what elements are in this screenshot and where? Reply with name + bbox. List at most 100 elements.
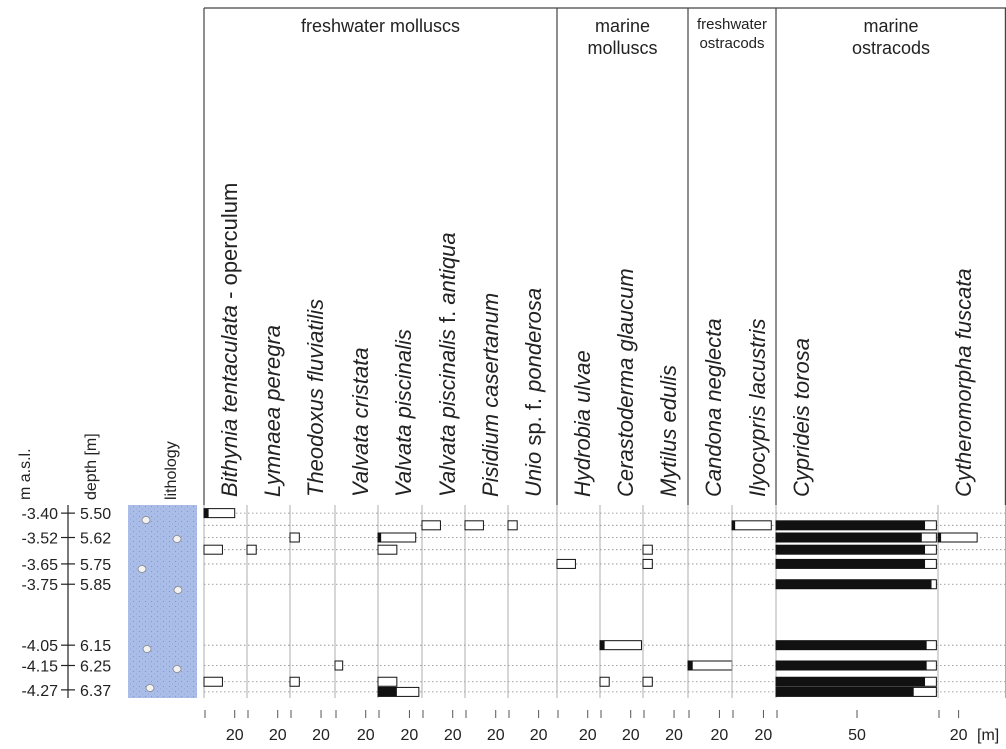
taxon-label-part: Valvata piscinalis	[435, 329, 460, 497]
taxon-label-part: ponderosa	[521, 288, 546, 393]
bar-filled	[776, 559, 925, 568]
bar-total	[688, 661, 732, 670]
x-tick-label: 20	[950, 727, 968, 744]
taxon-label-part: Candona neglecta	[701, 318, 726, 497]
bar-filled	[938, 533, 941, 542]
taxon-label: Cyprideis torosa	[789, 338, 814, 497]
x-tick-label: 50	[848, 727, 866, 744]
x-tick-label: 20	[755, 727, 773, 744]
taxon-label-part: Mytilus edulis	[656, 365, 681, 497]
x-tick-label: 20	[226, 727, 244, 744]
bar-total	[600, 677, 609, 686]
masl-tick-label: -4.27	[22, 683, 59, 700]
taxon-label: Cytheromorpha fuscata	[951, 268, 976, 497]
taxon-label-part: Pisidium casertanum	[478, 293, 503, 497]
bar-filled	[600, 641, 605, 650]
group-title: marine	[863, 16, 918, 36]
bar-total	[508, 521, 517, 530]
shell-icon	[146, 685, 154, 692]
bar-total	[732, 521, 771, 530]
depth-tick-label: 5.85	[80, 577, 111, 594]
x-tick-label: 20	[530, 727, 548, 744]
masl-tick-label: -3.75	[22, 577, 59, 594]
taxon-label-part: Unio	[521, 452, 546, 497]
bar-total	[643, 545, 652, 554]
shell-icon	[174, 587, 182, 594]
taxon-label: Theodoxus fluviatilis	[303, 299, 328, 497]
bar-filled	[732, 521, 735, 530]
bar-filled	[776, 677, 925, 686]
bar-total	[422, 521, 440, 530]
taxon-label: Bithynia tentaculata - operculum	[217, 183, 242, 497]
bar-filled	[776, 687, 914, 696]
taxon-label: Valvata piscinalis	[391, 329, 416, 497]
masl-title: m a.s.l.	[17, 448, 34, 500]
bar-total	[378, 677, 397, 686]
taxon-label-part: Cytheromorpha fuscata	[951, 268, 976, 497]
group-title: ostracods	[852, 38, 930, 58]
masl-tick-label: -3.52	[22, 531, 59, 548]
taxon-label: Candona neglecta	[701, 318, 726, 497]
bar-filled	[378, 533, 381, 542]
x-tick-label: 20	[711, 727, 729, 744]
bar-total	[557, 559, 575, 568]
taxon-label-part: Bithynia tentaculata	[217, 305, 242, 497]
taxon-label: Lymnaea peregra	[260, 325, 285, 497]
bar-total	[378, 545, 397, 554]
lithology-column	[128, 505, 197, 698]
depth-title: depth [m]	[83, 433, 100, 500]
taxon-label-part: - operculum	[217, 183, 242, 305]
taxon-label-part: Valvata piscinalis	[391, 329, 416, 497]
x-tick-label: 20	[579, 727, 597, 744]
depth-tick-label: 5.62	[80, 531, 111, 548]
shell-icon	[173, 536, 181, 543]
bar-total	[465, 521, 483, 530]
bar-filled	[204, 509, 209, 518]
taxon-label: Ilyocypris lacustris	[745, 319, 770, 497]
bar-total	[600, 641, 641, 650]
taxon-label-part: Cyprideis torosa	[789, 338, 814, 497]
shell-icon	[173, 666, 181, 673]
taxon-label: Valvata cristata	[348, 347, 373, 497]
taxon-label-part: Hydrobia ulvae	[570, 350, 595, 497]
taxon-label: Mytilus edulis	[656, 365, 681, 497]
shell-icon	[138, 566, 146, 573]
taxon-label-part: Theodoxus fluviatilis	[303, 299, 328, 497]
taxon-label-part: Ilyocypris lacustris	[745, 319, 770, 497]
bar-total	[204, 677, 222, 686]
bar-total	[378, 533, 416, 542]
x-tick-label: 20	[665, 727, 683, 744]
group-title: ostracods	[699, 35, 764, 52]
taxon-label-part: Valvata cristata	[348, 347, 373, 497]
x-tick-label: 20	[312, 727, 330, 744]
depth-tick-label: 6.37	[80, 683, 111, 700]
x-tick-label: 20	[401, 727, 419, 744]
taxon-label: Hydrobia ulvae	[570, 350, 595, 497]
bar-total	[290, 677, 299, 686]
bar-total	[204, 545, 222, 554]
chart: m a.s.l. depth [m] lithology [m] 5.505.6…	[0, 0, 1006, 749]
masl-tick-label: -4.15	[22, 658, 59, 675]
x-tick-label: 20	[487, 727, 505, 744]
depth-tick-label: 6.25	[80, 658, 111, 675]
x-tick-label: 20	[269, 727, 287, 744]
bar-total	[938, 533, 977, 542]
x-unit: [m]	[977, 727, 999, 744]
bar-filled	[776, 641, 927, 650]
lithology-title: lithology	[163, 441, 180, 500]
bar-filled	[776, 521, 925, 530]
bar-filled	[776, 545, 925, 554]
taxon-label-part: antiqua	[435, 232, 460, 304]
shell-icon	[142, 517, 150, 524]
taxon-label-part: f.	[435, 305, 460, 329]
masl-tick-label: -4.05	[22, 638, 59, 655]
taxon-label: Cerastoderma glaucum	[613, 268, 638, 497]
x-tick-label: 20	[444, 727, 462, 744]
shell-icon	[143, 646, 151, 653]
taxon-label-part: Cerastoderma glaucum	[613, 268, 638, 497]
bar-filled	[776, 580, 932, 589]
masl-tick-label: -3.40	[22, 506, 59, 523]
taxon-label: Valvata piscinalis f. antiqua	[435, 232, 460, 497]
taxon-label-part: Lymnaea peregra	[260, 325, 285, 497]
bar-filled	[776, 661, 927, 670]
